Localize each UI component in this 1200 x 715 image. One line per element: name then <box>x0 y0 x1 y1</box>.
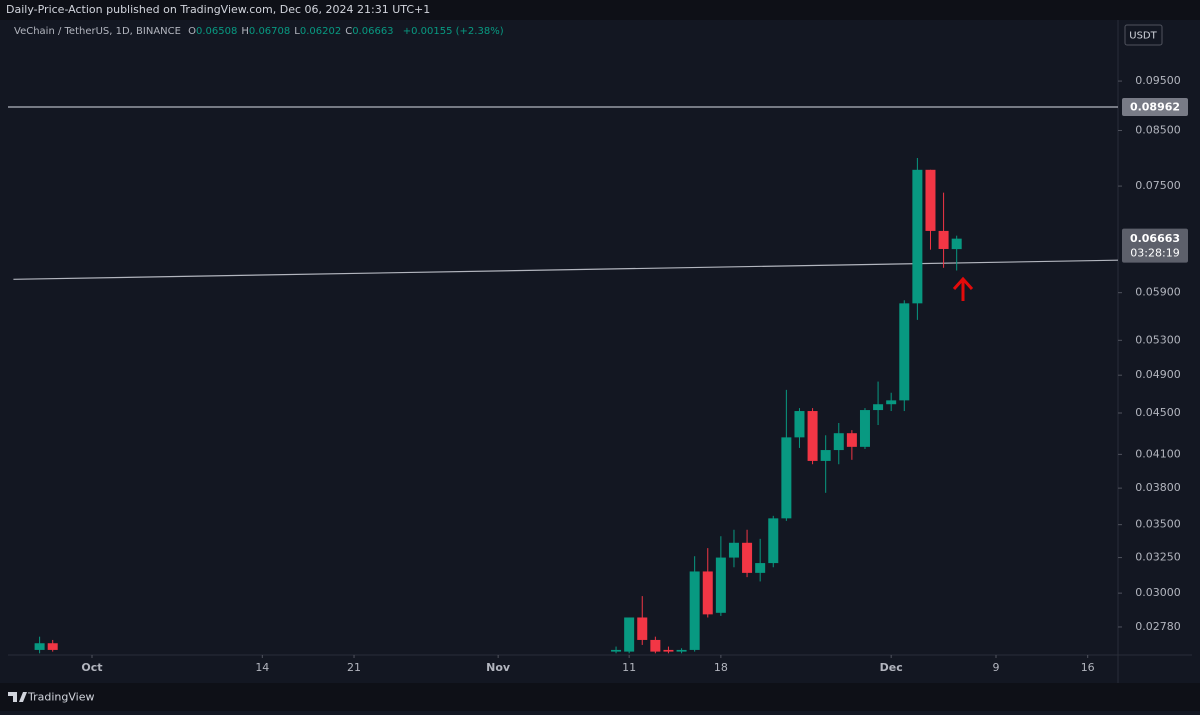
ohlc-letter: O <box>188 26 197 37</box>
symbol: VeChain / TetherUS, 1D, BINANCE <box>14 26 181 37</box>
candle-body <box>702 571 713 615</box>
x-tick-label: 14 <box>255 661 269 674</box>
candle-body <box>807 411 818 461</box>
candle-body <box>873 404 884 411</box>
axes: 0.02780 0.03000 0.03250 0.03500 0.03800 0.041… <box>81 74 1188 674</box>
candle-body <box>676 649 687 652</box>
y-tick-label: 0.04100 <box>1135 447 1181 460</box>
y-tick-label: 0.08500 <box>1135 123 1181 136</box>
ohlc-value: 0.06202 <box>299 26 342 37</box>
y-tick-label: 0.07500 <box>1135 179 1181 192</box>
y-tick-label: 0.05300 <box>1135 333 1181 346</box>
candle-body <box>781 437 792 519</box>
candle-body <box>859 410 870 447</box>
hline-label: 0.08962 <box>1130 100 1180 113</box>
x-tick-label: 18 <box>714 661 728 674</box>
x-tick-label: Nov <box>486 661 511 674</box>
x-tick-label: Dec <box>880 661 903 674</box>
hline-label-box <box>1122 97 1188 116</box>
ohlc-letter: C <box>345 26 353 37</box>
candle-body <box>886 400 897 405</box>
y-tick-label: 0.02780 <box>1135 620 1181 633</box>
candle-body <box>899 303 910 401</box>
y-tick-label: 0.05900 <box>1135 286 1181 299</box>
candle-body <box>938 230 949 249</box>
brand-name: TradingView <box>27 691 94 704</box>
currency-box[interactable] <box>1124 24 1163 46</box>
x-tick-label: Oct <box>81 661 102 674</box>
candle-body <box>951 238 962 250</box>
ohlc: O0.06508 H0.06708 L0.06202 C0.06663 <box>184 26 399 37</box>
x-tick-label: 16 <box>1081 661 1095 674</box>
candle-body <box>637 617 648 640</box>
y-tick-label: 0.03000 <box>1135 586 1181 599</box>
y-tick-label: 0.04500 <box>1135 406 1181 419</box>
last-price-box <box>1122 228 1188 263</box>
x-tick-label: 11 <box>622 661 636 674</box>
candle-body <box>833 433 844 451</box>
y-tick-label: 0.03800 <box>1135 481 1181 494</box>
candle-body <box>715 557 726 613</box>
ohlc-value: 0.06663 <box>352 26 394 37</box>
change: +0.00155 (+2.38%) <box>402 26 504 37</box>
candle-body <box>768 518 779 564</box>
publish-header: Daily-Price-Action published on TradingV… <box>0 0 1200 20</box>
last-price: 0.06663 <box>1130 232 1180 245</box>
plot <box>8 106 1118 654</box>
currency: USDT <box>1129 31 1157 42</box>
y-tick-label: 0.03250 <box>1135 551 1181 564</box>
ohlc-value: 0.06508 <box>196 26 238 37</box>
arrow-annotation <box>952 276 974 301</box>
candle-body <box>624 617 635 652</box>
candle-body <box>742 542 753 573</box>
footer: TradingView <box>0 683 1200 711</box>
candle-body <box>820 450 831 461</box>
candle-body <box>755 563 766 573</box>
plot-area <box>8 20 1118 655</box>
y-tick-label: 0.09500 <box>1135 74 1181 87</box>
trendline <box>13 259 1118 280</box>
candle-body <box>663 649 674 652</box>
candle-body <box>925 169 936 231</box>
candle-body <box>47 643 58 650</box>
candle-body <box>846 433 857 447</box>
legend: VeChain / TetherUS, 1D, BINANCE O0.06508… <box>14 26 510 37</box>
y-tick-label: 0.03500 <box>1135 518 1181 531</box>
candle-body <box>650 639 661 652</box>
candle-body <box>34 643 45 650</box>
candle-body <box>689 571 700 650</box>
candle-body <box>794 411 805 438</box>
ohlc-value: 0.06708 <box>248 26 291 37</box>
x-tick-label: 9 <box>992 661 999 674</box>
ohlc-letter: L <box>294 26 300 37</box>
countdown: 03:28:19 <box>1130 247 1179 260</box>
x-tick-label: 21 <box>347 661 361 674</box>
brand-logo <box>8 692 27 702</box>
candle-body <box>912 169 923 304</box>
brand: TradingView <box>8 691 94 704</box>
candle-body <box>728 542 739 558</box>
ohlc-letter: H <box>241 26 249 37</box>
candle-body <box>611 649 622 652</box>
y-tick-label: 0.04900 <box>1135 368 1181 381</box>
